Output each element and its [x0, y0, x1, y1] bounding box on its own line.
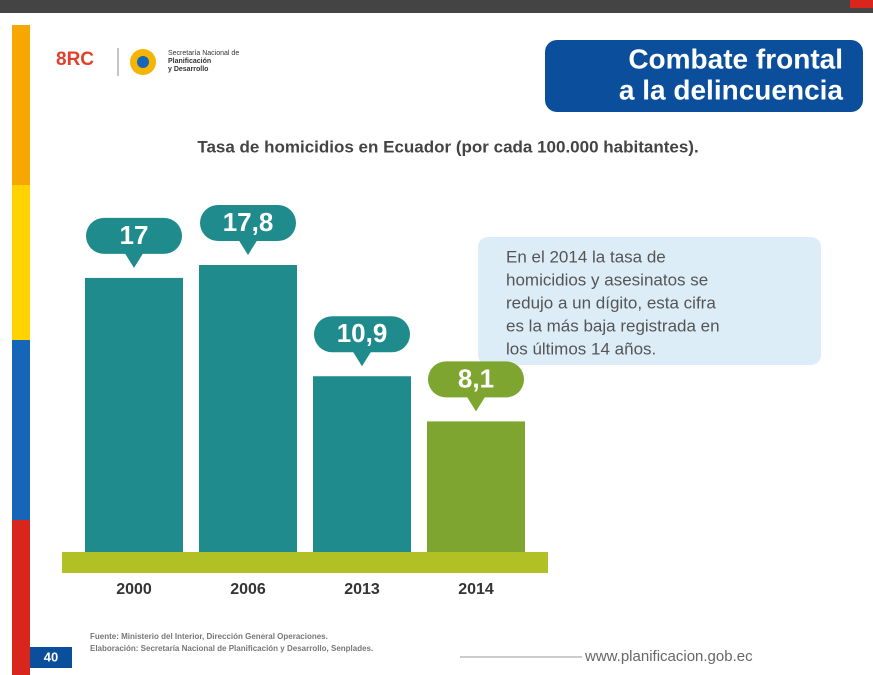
bar [313, 376, 411, 552]
bubble-pointer [124, 251, 144, 268]
logo-emblem [137, 56, 149, 68]
value-bubble [86, 217, 182, 254]
bars: 17 2000 17,8 2006 10,9 2013 8,1 2014 [85, 205, 525, 598]
title-box [545, 40, 863, 112]
stripe [12, 340, 30, 520]
value-label: 17,8 [223, 207, 274, 237]
x-tick-label: 2006 [230, 581, 266, 598]
source: Elaboración: Secretaría Nacional de Plan… [90, 644, 373, 653]
logo: 8RC [56, 49, 94, 70]
annotation-box [478, 237, 821, 365]
bar [427, 421, 525, 552]
bubble-pointer [466, 395, 486, 412]
top-bar [0, 0, 873, 13]
url: www.planificacion.gob.ec [584, 648, 753, 665]
source: Fuente: Ministerio del Interior, Direcci… [90, 632, 328, 641]
title: a la delincuencia [619, 74, 844, 105]
top-accent [850, 0, 873, 8]
logo-caption: Secretaría Nacional de [168, 50, 239, 57]
stripe [12, 520, 30, 675]
baseline [62, 552, 548, 573]
value-bubble [428, 361, 524, 398]
bubble-pointer [352, 350, 372, 367]
title: Combate frontal [628, 43, 843, 74]
annotation-line: los últimos 14 años. [506, 339, 656, 358]
annotation: En el 2014 la tasa de homicidios y asesin… [506, 247, 720, 358]
logo-caption: Planificación [168, 58, 211, 65]
value-label: 17 [120, 220, 149, 250]
logo-caption: y Desarrollo [168, 66, 208, 73]
stripe [12, 185, 30, 340]
annotation-line: En el 2014 la tasa de [506, 247, 666, 266]
x-tick-label: 2013 [344, 581, 380, 598]
annotation-line: homicidios y asesinatos se [506, 270, 708, 289]
x-tick-label: 2000 [116, 581, 152, 598]
bubble-pointer [238, 239, 258, 255]
value-label: 8,1 [458, 363, 494, 393]
stripe [12, 25, 30, 185]
annotation-line: es la más baja registrada en [506, 316, 720, 335]
bar [199, 265, 297, 552]
value-bubble [314, 316, 410, 353]
bar [85, 277, 183, 552]
chart-title: Tasa de homicidios en Ecuador (por cada … [197, 137, 698, 156]
annotation-line: redujo a un dígito, esta cifra [506, 293, 716, 312]
value-bubble [200, 205, 296, 241]
value-label: 10,9 [337, 318, 388, 348]
x-tick-label: 2014 [458, 581, 494, 598]
page-number: 40 [44, 649, 58, 664]
page-box [30, 647, 72, 668]
